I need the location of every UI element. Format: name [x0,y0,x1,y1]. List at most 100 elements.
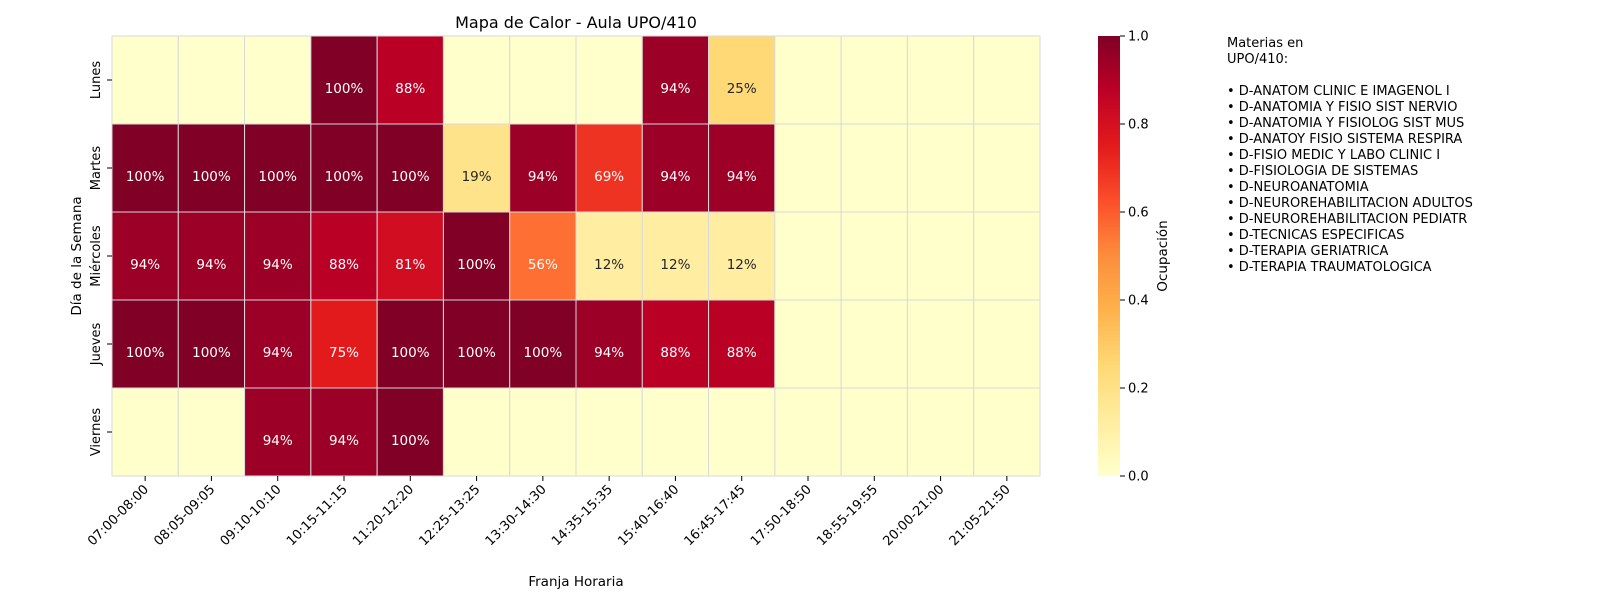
heatmap-cell [906,299,975,389]
cell-value-label: 12% [594,257,624,273]
cell-value-label: 94% [196,257,226,273]
heatmap-cell [509,123,577,213]
heatmap-cell [840,387,908,477]
heatmap-cell [310,35,378,125]
heatmap-cell [774,123,842,213]
heatmap-cell [244,299,312,389]
heatmap-cell [111,299,179,389]
cell-value-label: 100% [258,169,297,185]
sidebar-subject-item: • D-TERAPIA GERIATRICA [1227,244,1388,259]
y-axis-ticks: Lunes Martes Miércoles Jueves Viernes [89,61,112,457]
x-tick-label: 10:15-11:15 [284,482,351,549]
sidebar-subject-item: • D-ANATOM CLINIC E IMAGENOL I [1227,84,1450,99]
cell-value-label: 94% [329,433,359,449]
heatmap-cell [310,299,378,389]
x-tick-label: 21:05-21:50 [947,482,1014,549]
heatmap-cell [442,387,511,477]
heatmap-cell [310,123,378,213]
heatmap-cell [575,299,643,389]
heatmap-cell [774,299,842,389]
sidebar-subject-item: • D-ANATOY FISIO SISTEMA RESPIRA [1227,132,1462,147]
heatmap-cell [442,123,511,213]
heatmap-cell [708,35,776,125]
x-tick-label: 09:10-10:10 [218,482,285,549]
heatmap-cell [906,211,975,301]
cell-value-label: 81% [395,257,425,273]
heatmap-cell [973,35,1041,125]
heatmap-cell [442,299,511,389]
heatmap-cell [641,123,710,213]
y-tick-label: Jueves [89,323,104,367]
sidebar-subject-item: • D-NEUROREHABILITACION ADULTOS [1227,196,1473,211]
heatmap-cell [906,35,975,125]
cell-value-label: 94% [660,81,690,97]
y-tick-label: Martes [89,146,104,191]
heatmap-cell [973,211,1041,301]
cell-value-label: 100% [524,345,563,361]
heatmap-cell [973,123,1041,213]
heatmap-cell [774,35,842,125]
sidebar-subject-item: • D-FISIOLOGIA DE SISTEMAS [1227,164,1418,179]
cell-value-label: 25% [727,81,757,97]
cell-value-label: 100% [391,169,430,185]
heatmap-cell [708,123,776,213]
heatmap-cell [244,211,312,301]
cell-value-label: 19% [462,169,492,185]
cell-value-label: 100% [126,345,165,361]
heatmap-cell [509,211,577,301]
x-axis-label: Franja Horaria [528,574,623,590]
heatmap-cell [840,299,908,389]
heatmap-cell [177,387,246,477]
heatmap-cell-labels: 100% 88% 94% 25% 100% 100% 100% 100% 100% 19% 94% 6… [126,81,757,449]
cell-value-label: 94% [263,257,293,273]
y-tick-label: Viernes [89,408,104,457]
x-tick-label: 14:35-15:35 [549,482,616,549]
heatmap-cell [442,211,511,301]
heatmap-cell [111,211,179,301]
heatmap-cell [575,387,643,477]
heatmap-cell [376,211,444,301]
colorbar-gradient [1098,36,1120,476]
heatmap-cell [177,299,246,389]
cell-value-label: 100% [391,345,430,361]
sidebar-subject-item: • D-NEUROANATOMIA [1227,180,1369,195]
heatmap-cell [641,35,710,125]
heatmap-cell [973,387,1041,477]
x-tick-label: 18:55-19:55 [814,482,881,549]
heatmap-cell [310,211,378,301]
cell-value-label: 88% [395,81,425,97]
heatmap-cell [906,123,975,213]
heatmap-cell [111,123,179,213]
heatmap-cell [442,35,511,125]
heatmap-cell [177,123,246,213]
colorbar: 0.0 0.2 0.4 0.6 0.8 1.0 [1098,30,1149,485]
colorbar-tick-label: 1.0 [1128,30,1149,45]
heatmap-cell [840,123,908,213]
cell-value-label: 100% [391,433,430,449]
sidebar-subject-item: • D-NEUROREHABILITACION PEDIATR [1227,212,1467,227]
cell-value-label: 100% [325,81,364,97]
x-tick-label: 08:05-09:05 [151,482,218,549]
cell-value-label: 100% [126,169,165,185]
sidebar-subject-item: • D-ANATOMIA Y FISIO SIST NERVIO [1227,100,1457,115]
heatmap-cell [641,299,710,389]
heatmap-cell [376,35,444,125]
heatmap-cells [111,35,1041,477]
colorbar-tick-label: 0.0 [1128,470,1149,485]
heatmap-cell [641,387,710,477]
x-tick-label: 07:00-08:00 [85,482,152,549]
heatmap-cell [708,299,776,389]
cell-value-label: 94% [263,433,293,449]
colorbar-tick-label: 0.2 [1128,382,1149,397]
y-tick-label: Lunes [89,61,104,99]
heatmap-cell [177,211,246,301]
x-tick-label: 11:20-12:20 [350,482,417,549]
cell-value-label: 94% [727,169,757,185]
heatmap-cell [575,123,643,213]
heatmap-cell [376,299,444,389]
y-axis-label: Día de la Semana [69,196,85,315]
sidebar-title: UPO/410: [1227,52,1288,67]
heatmap-cell [774,387,842,477]
heatmap-cell [973,299,1041,389]
